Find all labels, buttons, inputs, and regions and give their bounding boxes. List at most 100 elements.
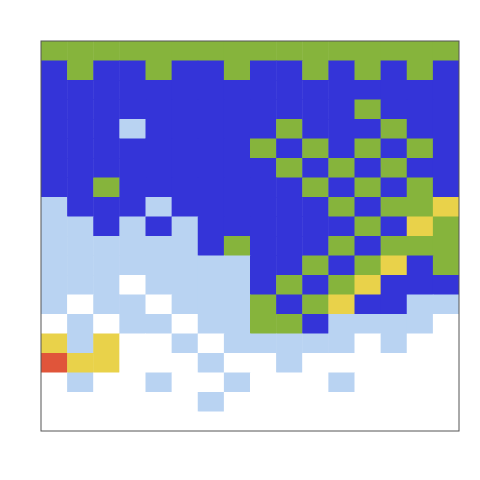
cell xyxy=(328,275,355,295)
cell xyxy=(328,353,355,373)
cell xyxy=(146,256,173,276)
cell xyxy=(119,236,146,256)
chart xyxy=(0,0,480,480)
cell xyxy=(302,41,329,61)
cell xyxy=(172,158,199,178)
cell xyxy=(328,236,355,256)
cell xyxy=(276,412,303,432)
cell xyxy=(198,236,225,256)
cell xyxy=(381,373,408,393)
cell xyxy=(302,392,329,412)
cell xyxy=(119,314,146,334)
cell xyxy=(224,119,251,139)
cell xyxy=(93,353,120,373)
cell xyxy=(67,41,94,61)
cell xyxy=(302,158,329,178)
cell xyxy=(381,334,408,354)
cell xyxy=(172,41,199,61)
cell xyxy=(381,314,408,334)
cell xyxy=(224,217,251,237)
cell xyxy=(93,100,120,120)
cell xyxy=(250,197,277,217)
cell xyxy=(407,275,434,295)
cell xyxy=(302,412,329,432)
cell xyxy=(381,256,408,276)
cell xyxy=(328,256,355,276)
cell xyxy=(433,392,459,412)
cell xyxy=(146,100,173,120)
cell xyxy=(172,353,199,373)
cell xyxy=(67,412,94,432)
cell xyxy=(198,80,225,100)
cell xyxy=(276,334,303,354)
cell xyxy=(433,100,459,120)
cell xyxy=(355,139,382,159)
cell xyxy=(93,295,120,315)
cell xyxy=(146,197,173,217)
cell xyxy=(198,178,225,198)
cell xyxy=(433,80,459,100)
cell xyxy=(119,80,146,100)
cell xyxy=(93,275,120,295)
cell xyxy=(407,236,434,256)
cell xyxy=(302,80,329,100)
cell xyxy=(146,178,173,198)
cell xyxy=(224,353,251,373)
cell xyxy=(407,295,434,315)
cell xyxy=(381,353,408,373)
cell xyxy=(224,334,251,354)
cell xyxy=(302,295,329,315)
cell xyxy=(93,334,120,354)
cell xyxy=(355,61,382,81)
cell xyxy=(224,41,251,61)
cell xyxy=(119,334,146,354)
cell xyxy=(407,412,434,432)
cell xyxy=(172,412,199,432)
cell xyxy=(433,41,459,61)
cell xyxy=(328,334,355,354)
cell xyxy=(302,334,329,354)
cell xyxy=(407,41,434,61)
cell xyxy=(355,100,382,120)
cell xyxy=(433,334,459,354)
cell xyxy=(119,100,146,120)
cell xyxy=(41,80,68,100)
cell xyxy=(172,373,199,393)
cell xyxy=(224,373,251,393)
cell xyxy=(93,236,120,256)
cell xyxy=(198,392,225,412)
cell xyxy=(146,80,173,100)
cell xyxy=(328,314,355,334)
cell xyxy=(198,353,225,373)
cell xyxy=(67,119,94,139)
cell xyxy=(224,61,251,81)
cell xyxy=(41,412,68,432)
cell xyxy=(119,275,146,295)
cell xyxy=(355,158,382,178)
cell xyxy=(198,275,225,295)
cell xyxy=(119,61,146,81)
cell xyxy=(146,353,173,373)
cell xyxy=(407,217,434,237)
cell xyxy=(355,197,382,217)
cell xyxy=(407,80,434,100)
cell xyxy=(433,275,459,295)
cell xyxy=(328,158,355,178)
cell xyxy=(433,295,459,315)
cell xyxy=(67,314,94,334)
cell xyxy=(146,139,173,159)
cell xyxy=(276,158,303,178)
cell xyxy=(355,178,382,198)
cell xyxy=(276,41,303,61)
cell xyxy=(67,217,94,237)
cell xyxy=(146,61,173,81)
cell xyxy=(276,197,303,217)
cell xyxy=(276,353,303,373)
cell xyxy=(41,217,68,237)
cell xyxy=(407,119,434,139)
cell xyxy=(302,100,329,120)
cell xyxy=(302,61,329,81)
cell xyxy=(250,353,277,373)
cell xyxy=(93,119,120,139)
cell xyxy=(172,314,199,334)
